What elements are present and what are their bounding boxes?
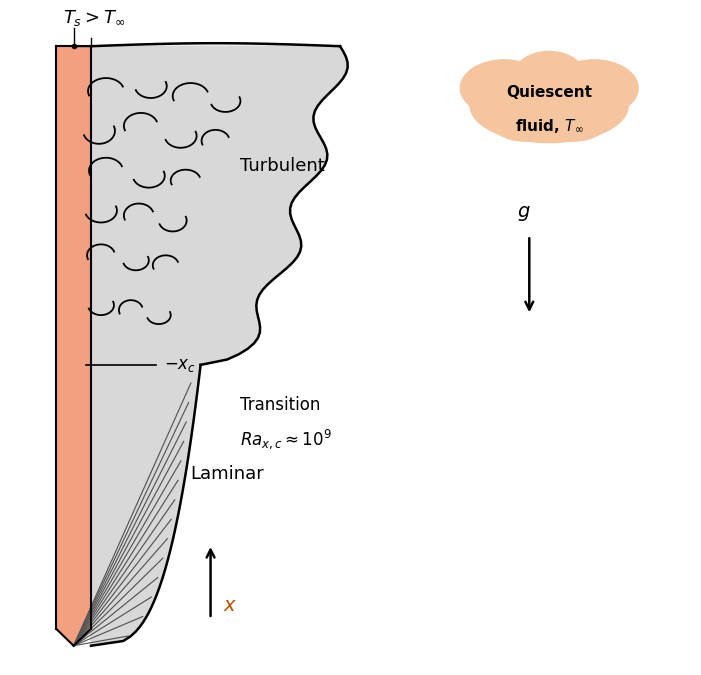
Text: $g$: $g$ xyxy=(517,205,531,223)
Ellipse shape xyxy=(470,69,629,143)
Ellipse shape xyxy=(487,90,562,142)
Polygon shape xyxy=(56,629,91,646)
Text: $- x_c$: $- x_c$ xyxy=(164,356,196,374)
Text: $Ra_{x,c}\approx 10^9$: $Ra_{x,c}\approx 10^9$ xyxy=(240,428,332,452)
Ellipse shape xyxy=(512,51,587,105)
Ellipse shape xyxy=(537,90,611,142)
Text: $T_s > T_\infty$: $T_s > T_\infty$ xyxy=(63,8,125,28)
Text: Laminar: Laminar xyxy=(191,466,264,483)
Text: Transition: Transition xyxy=(240,396,321,414)
Bar xyxy=(56,46,91,629)
Text: Quiescent: Quiescent xyxy=(506,84,592,99)
Ellipse shape xyxy=(549,59,639,117)
Text: fluid, $T_\infty$: fluid, $T_\infty$ xyxy=(515,117,584,134)
Text: Turbulent: Turbulent xyxy=(240,157,325,175)
Ellipse shape xyxy=(460,59,549,117)
Polygon shape xyxy=(91,46,348,646)
Text: $x$: $x$ xyxy=(222,597,237,616)
